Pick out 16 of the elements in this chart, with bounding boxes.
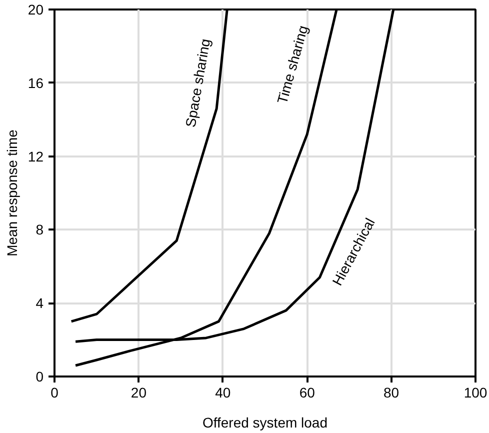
y-tick-label: 12 (28, 148, 44, 164)
x-axis-title: Offered system load (202, 414, 328, 430)
y-tick-label: 16 (28, 74, 44, 91)
text: Space sharing (182, 37, 214, 128)
y-tick-label: 0 (36, 368, 44, 384)
x-tick-label: 20 (130, 384, 147, 400)
x-tick-label: 40 (215, 384, 231, 400)
x-tick-label: 0 (50, 384, 59, 400)
x-tick-label: 60 (299, 384, 316, 400)
y-tick-label: 8 (36, 222, 44, 238)
x-tick-label: 80 (384, 384, 400, 400)
y-tick-label: 4 (36, 295, 44, 312)
y-axis-title: Mean response time (4, 129, 20, 256)
text: Time sharing (274, 24, 311, 106)
y-tick-label: 20 (28, 2, 44, 18)
x-tick-label: 100 (464, 384, 488, 400)
